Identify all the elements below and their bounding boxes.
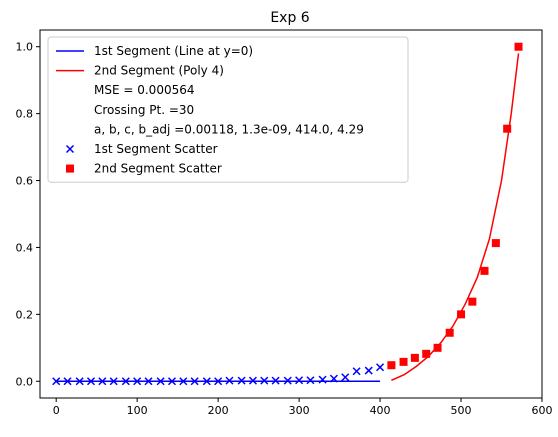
x-stroke [121,377,130,386]
scatter-point-square [491,239,500,248]
plot-frame [39,29,543,399]
x-stroke [260,376,269,385]
chart-title: Exp 6 [270,10,309,26]
x-stroke [133,377,142,386]
legend-handle-x [65,144,75,154]
x-stroke [329,374,338,383]
scatter-point-x [52,377,61,386]
legend-label: 2nd Segment (Poly 4) [94,64,224,78]
scatter-point-square [468,297,477,306]
x-stroke [156,377,165,386]
y-tick-label: 0.4 [16,241,34,254]
scatter-point-x [364,366,373,375]
x-stroke [306,376,315,385]
scatter-point-x [352,367,361,376]
x-stroke [376,363,385,372]
x-stroke [63,377,72,386]
x-stroke [271,376,280,385]
y-tick-label: 1.0 [16,41,34,54]
scatter-point-x [156,377,165,386]
scatter-point-square [399,357,408,366]
scatter-point-x [237,376,246,385]
x-stroke [283,376,292,385]
y-tick-label: 0.2 [16,308,34,321]
scatter-point-x [248,376,257,385]
scatter-point-x [63,377,72,386]
scatter-point-x [271,376,280,385]
x-stroke [237,376,246,385]
x-stroke [179,377,188,386]
x-stroke [318,375,327,384]
x-stroke [352,367,361,376]
y-tick-label: 0.8 [16,108,34,121]
scatter-point-x [260,376,269,385]
scatter-point-square [387,361,396,370]
x-stroke [214,377,223,386]
x-stroke [98,377,107,386]
scatter-point-square [480,266,489,275]
scatter-point-x [329,374,338,383]
scatter-point-x [225,376,234,385]
scatter-point-x [202,377,211,386]
legend: 1st Segment (Line at y=0) 2nd Segment (Po… [47,36,409,183]
x-tick-label: 100 [127,404,148,417]
scatter-point-x [98,377,107,386]
scatter-point-x [75,377,84,386]
scatter-point-x [318,375,327,384]
scatter-point-x [295,376,304,385]
x-stroke [52,377,61,386]
legend-handle-square [66,164,74,173]
scatter-point-x [121,377,130,386]
scatter-point-square [514,42,523,51]
legend-label: 1st Segment (Line at y=0) [94,44,253,58]
x-tick-label: 400 [370,404,391,417]
x-tick-label: 300 [289,404,310,417]
scatter-point-square [433,343,442,352]
series-line [391,53,520,381]
x-tick-label: 500 [451,404,472,417]
x-stroke [109,377,118,386]
scatter-point-square [457,310,466,319]
x-stroke [295,376,304,385]
y-tick-label: 0.6 [16,175,34,188]
scatter-point-x [376,363,385,372]
x-stroke [190,377,199,386]
legend-label: MSE = 0.000564 [94,83,195,97]
x-stroke [86,377,96,386]
scatter-point-square [422,349,431,358]
scatter-point-x [190,377,199,386]
x-stroke [144,377,153,386]
legend-box [47,36,409,183]
legend-label: Crossing Pt. =30 [94,103,194,117]
x-tick-label: 0 [53,404,60,417]
scatter-point-x [341,373,350,382]
x-tick-label: 200 [208,404,229,417]
scatter-point-square [445,328,454,337]
x-stroke [75,377,84,386]
scatter-point-x [109,377,118,386]
scatter-point-x [144,377,153,386]
x-stroke [364,366,373,375]
y-tick-label: 0.0 [16,375,34,388]
scatter-point-square [503,124,512,133]
x-stroke [248,376,257,385]
x-stroke [225,376,234,385]
scatter-point-x [167,377,177,386]
scatter-point-x [133,377,142,386]
legend-label: 1st Segment Scatter [94,142,218,156]
scatter-point-x [214,377,223,386]
x-stroke [341,373,350,382]
scatter-point-x [306,376,315,385]
x-stroke [202,377,211,386]
scatter-point-x [86,377,96,386]
scatter-point-x [283,376,292,385]
legend-label: a, b, c, b_adj =0.00118, 1.3e-09, 414.0,… [94,122,364,136]
x-stroke [167,377,177,386]
scatter-point-square [410,353,419,362]
scatter-point-x [179,377,188,386]
x-tick-label: 600 [532,404,553,417]
legend-label: 2nd Segment Scatter [94,162,222,176]
